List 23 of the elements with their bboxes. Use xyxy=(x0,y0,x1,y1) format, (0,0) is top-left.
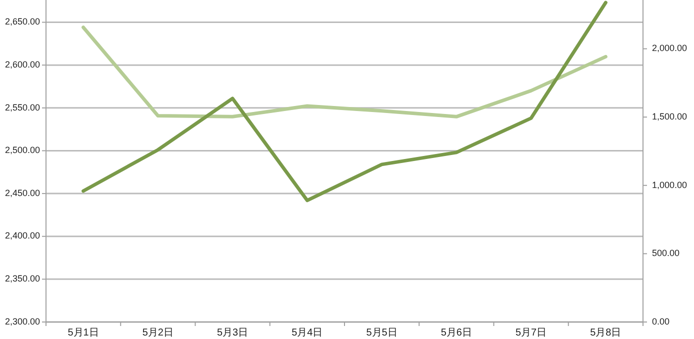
y-tick-label: 2,450.00 xyxy=(4,188,40,198)
y-tick-label: 2,550.00 xyxy=(4,102,40,112)
y2-tick-label: 500.00 xyxy=(652,248,680,258)
y-tick-label: 2,350.00 xyxy=(4,274,40,284)
x-tick-label: 5月4日 xyxy=(292,328,323,339)
y-tick-label: 2,650.00 xyxy=(4,16,40,27)
y2-tick-label: 1,500.00 xyxy=(652,111,688,122)
y2-tick-label: 2,000.00 xyxy=(652,43,688,54)
y-tick-label: 2,400.00 xyxy=(4,230,40,241)
y-tick-label: 2,300.00 xyxy=(4,316,40,326)
line-series xyxy=(82,0,608,202)
x-tick-label: 5月6日 xyxy=(440,328,472,339)
x-tick-label: 5月2日 xyxy=(142,328,174,339)
x-tick-label: 5月5日 xyxy=(366,328,398,339)
x-tick-label: 5月3日 xyxy=(217,328,248,339)
x-tick-label: 5月7日 xyxy=(516,328,547,339)
y-tick-label: 2,500.00 xyxy=(4,145,40,156)
x-tick-label: 5月1日 xyxy=(68,328,99,339)
y-tick-label: 2,600.00 xyxy=(4,59,40,70)
y2-tick-label: 0.00 xyxy=(652,316,670,326)
x-tick-label: 5月8日 xyxy=(590,328,622,339)
y2-tick-label: 1,000.00 xyxy=(652,180,688,190)
line-series xyxy=(82,26,608,118)
